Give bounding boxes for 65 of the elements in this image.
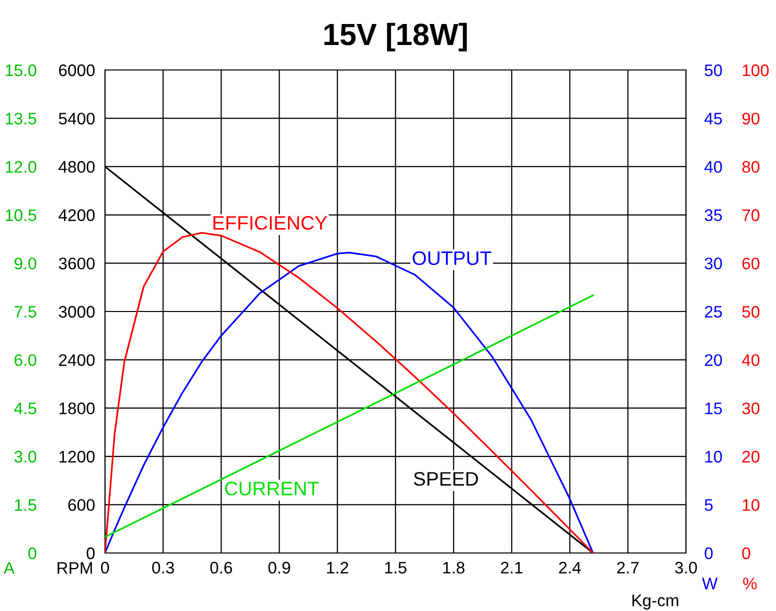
y3-tick-label: 60 <box>742 258 760 270</box>
y-tick-label: 2400 <box>59 354 95 366</box>
y-tick-label: 1200 <box>59 450 95 463</box>
y-tick-label: 13.5 <box>6 112 36 125</box>
x-axis-title: Kg-cm <box>632 594 678 610</box>
y3-tick-label: 30 <box>742 402 760 414</box>
x-tick-label: 1.5 <box>385 562 406 574</box>
x-tick-label: 0 <box>101 562 109 574</box>
x-tick-label: 1.8 <box>443 562 464 574</box>
y-tick-label: 4800 <box>58 161 95 173</box>
x-tick-label: 2.4 <box>559 562 581 574</box>
y2-tick-label: 0 <box>704 547 713 560</box>
y-tick-label: 7.5 <box>14 306 36 318</box>
y3-tick-label: 10 <box>742 499 760 511</box>
x-tick-label: 3.0 <box>675 562 697 574</box>
y-tick-label: 10.5 <box>6 209 36 222</box>
y-tick-label: 1.5 <box>15 499 36 511</box>
y2-tick-label: 45 <box>704 112 722 125</box>
series-label: CURRENT <box>225 482 319 496</box>
y3-tick-label: 70 <box>742 209 760 222</box>
y-tick-label: 3600 <box>58 258 95 270</box>
y2-tick-label: 15 <box>705 402 722 414</box>
y-tick-label: 6.0 <box>14 354 36 366</box>
y2-tick-label: 50 <box>704 64 722 76</box>
y2-axis-title: W <box>702 578 718 590</box>
y3-tick-label: 90 <box>742 112 760 125</box>
series-label: OUTPUT <box>412 251 492 266</box>
series-label: EFFICIENCY <box>214 216 328 230</box>
chart-title: 15V [18W] <box>324 22 467 52</box>
y-tick-label: 12.0 <box>6 161 36 173</box>
y-tick-label: 600 <box>68 499 95 511</box>
y2-tick-label: 40 <box>704 161 722 173</box>
y-axis-title: A <box>4 562 15 574</box>
y2-tick-label: 10 <box>705 450 722 463</box>
x-tick-label: 0.6 <box>210 562 232 574</box>
y-tick-label: 3000 <box>58 306 95 318</box>
y2-tick-label: 5 <box>704 499 713 511</box>
y3-tick-label: 40 <box>742 354 760 366</box>
y-tick-label: 3.0 <box>14 450 36 463</box>
y3-tick-label: 50 <box>742 306 760 318</box>
y-axis-title: RPM <box>58 562 92 574</box>
x-tick-label: 2.7 <box>617 562 639 574</box>
x-tick-label: 2.1 <box>500 562 522 574</box>
y2-tick-label: 25 <box>704 306 722 318</box>
y-tick-label: 0 <box>28 547 36 560</box>
y-tick-label: 4200 <box>58 209 95 222</box>
x-tick-label: 0.3 <box>152 562 174 574</box>
y-tick-label: 1800 <box>59 402 95 414</box>
y3-tick-label: 80 <box>742 161 760 173</box>
series-label: SPEED <box>414 472 478 486</box>
y3-tick-label: 100 <box>742 64 769 76</box>
y3-tick-label: 20 <box>742 450 760 463</box>
y-tick-label: 6000 <box>59 64 95 76</box>
x-tick-label: 0.9 <box>268 562 290 574</box>
y2-tick-label: 35 <box>704 209 722 222</box>
y3-tick-label: 0 <box>742 547 750 560</box>
y-tick-label: 4.5 <box>14 402 36 414</box>
y-tick-label: 0 <box>86 547 95 560</box>
y-tick-label: 15.0 <box>6 64 36 76</box>
y-tick-label: 9.0 <box>14 258 36 270</box>
x-tick-label: 1.2 <box>327 562 348 574</box>
y3-axis-title: % <box>743 578 757 590</box>
y2-tick-label: 30 <box>704 258 722 270</box>
y2-tick-label: 20 <box>704 354 722 366</box>
y-tick-label: 5400 <box>58 112 95 125</box>
